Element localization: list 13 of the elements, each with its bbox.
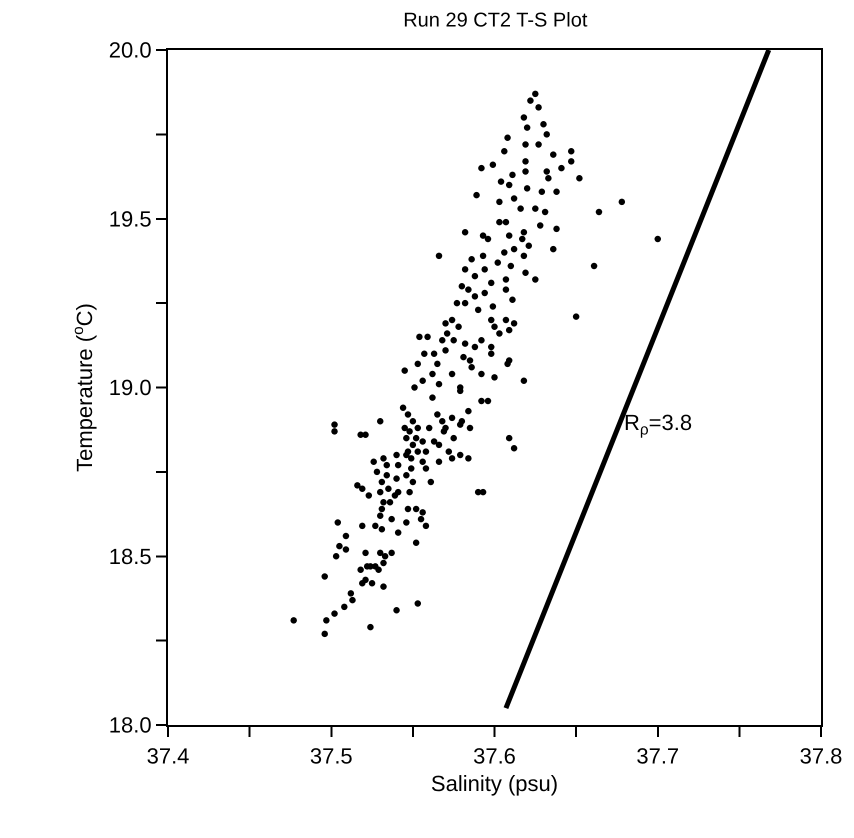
y-tick-label: 19.0	[108, 375, 152, 400]
y-tick-label: 18.0	[108, 712, 152, 738]
x-axis-title: Salinity (psu)	[430, 770, 558, 796]
chart-title: Run 29 CT2 T-S Plot	[403, 10, 588, 32]
x-tick-label: 37.8	[800, 743, 842, 768]
x-tick-label: 37.6	[473, 743, 516, 768]
y-tick-label: 20.0	[108, 38, 152, 63]
y-tick-label: 18.5	[108, 544, 152, 569]
annotation: R$_{ρ}$=3.8	[624, 410, 692, 439]
x-tick-label: 37.5	[310, 743, 353, 768]
x-tick-label: 37.7	[636, 743, 680, 768]
y-tick-label: 19.5	[108, 206, 152, 232]
x-tick-label: 37.4	[146, 743, 190, 768]
